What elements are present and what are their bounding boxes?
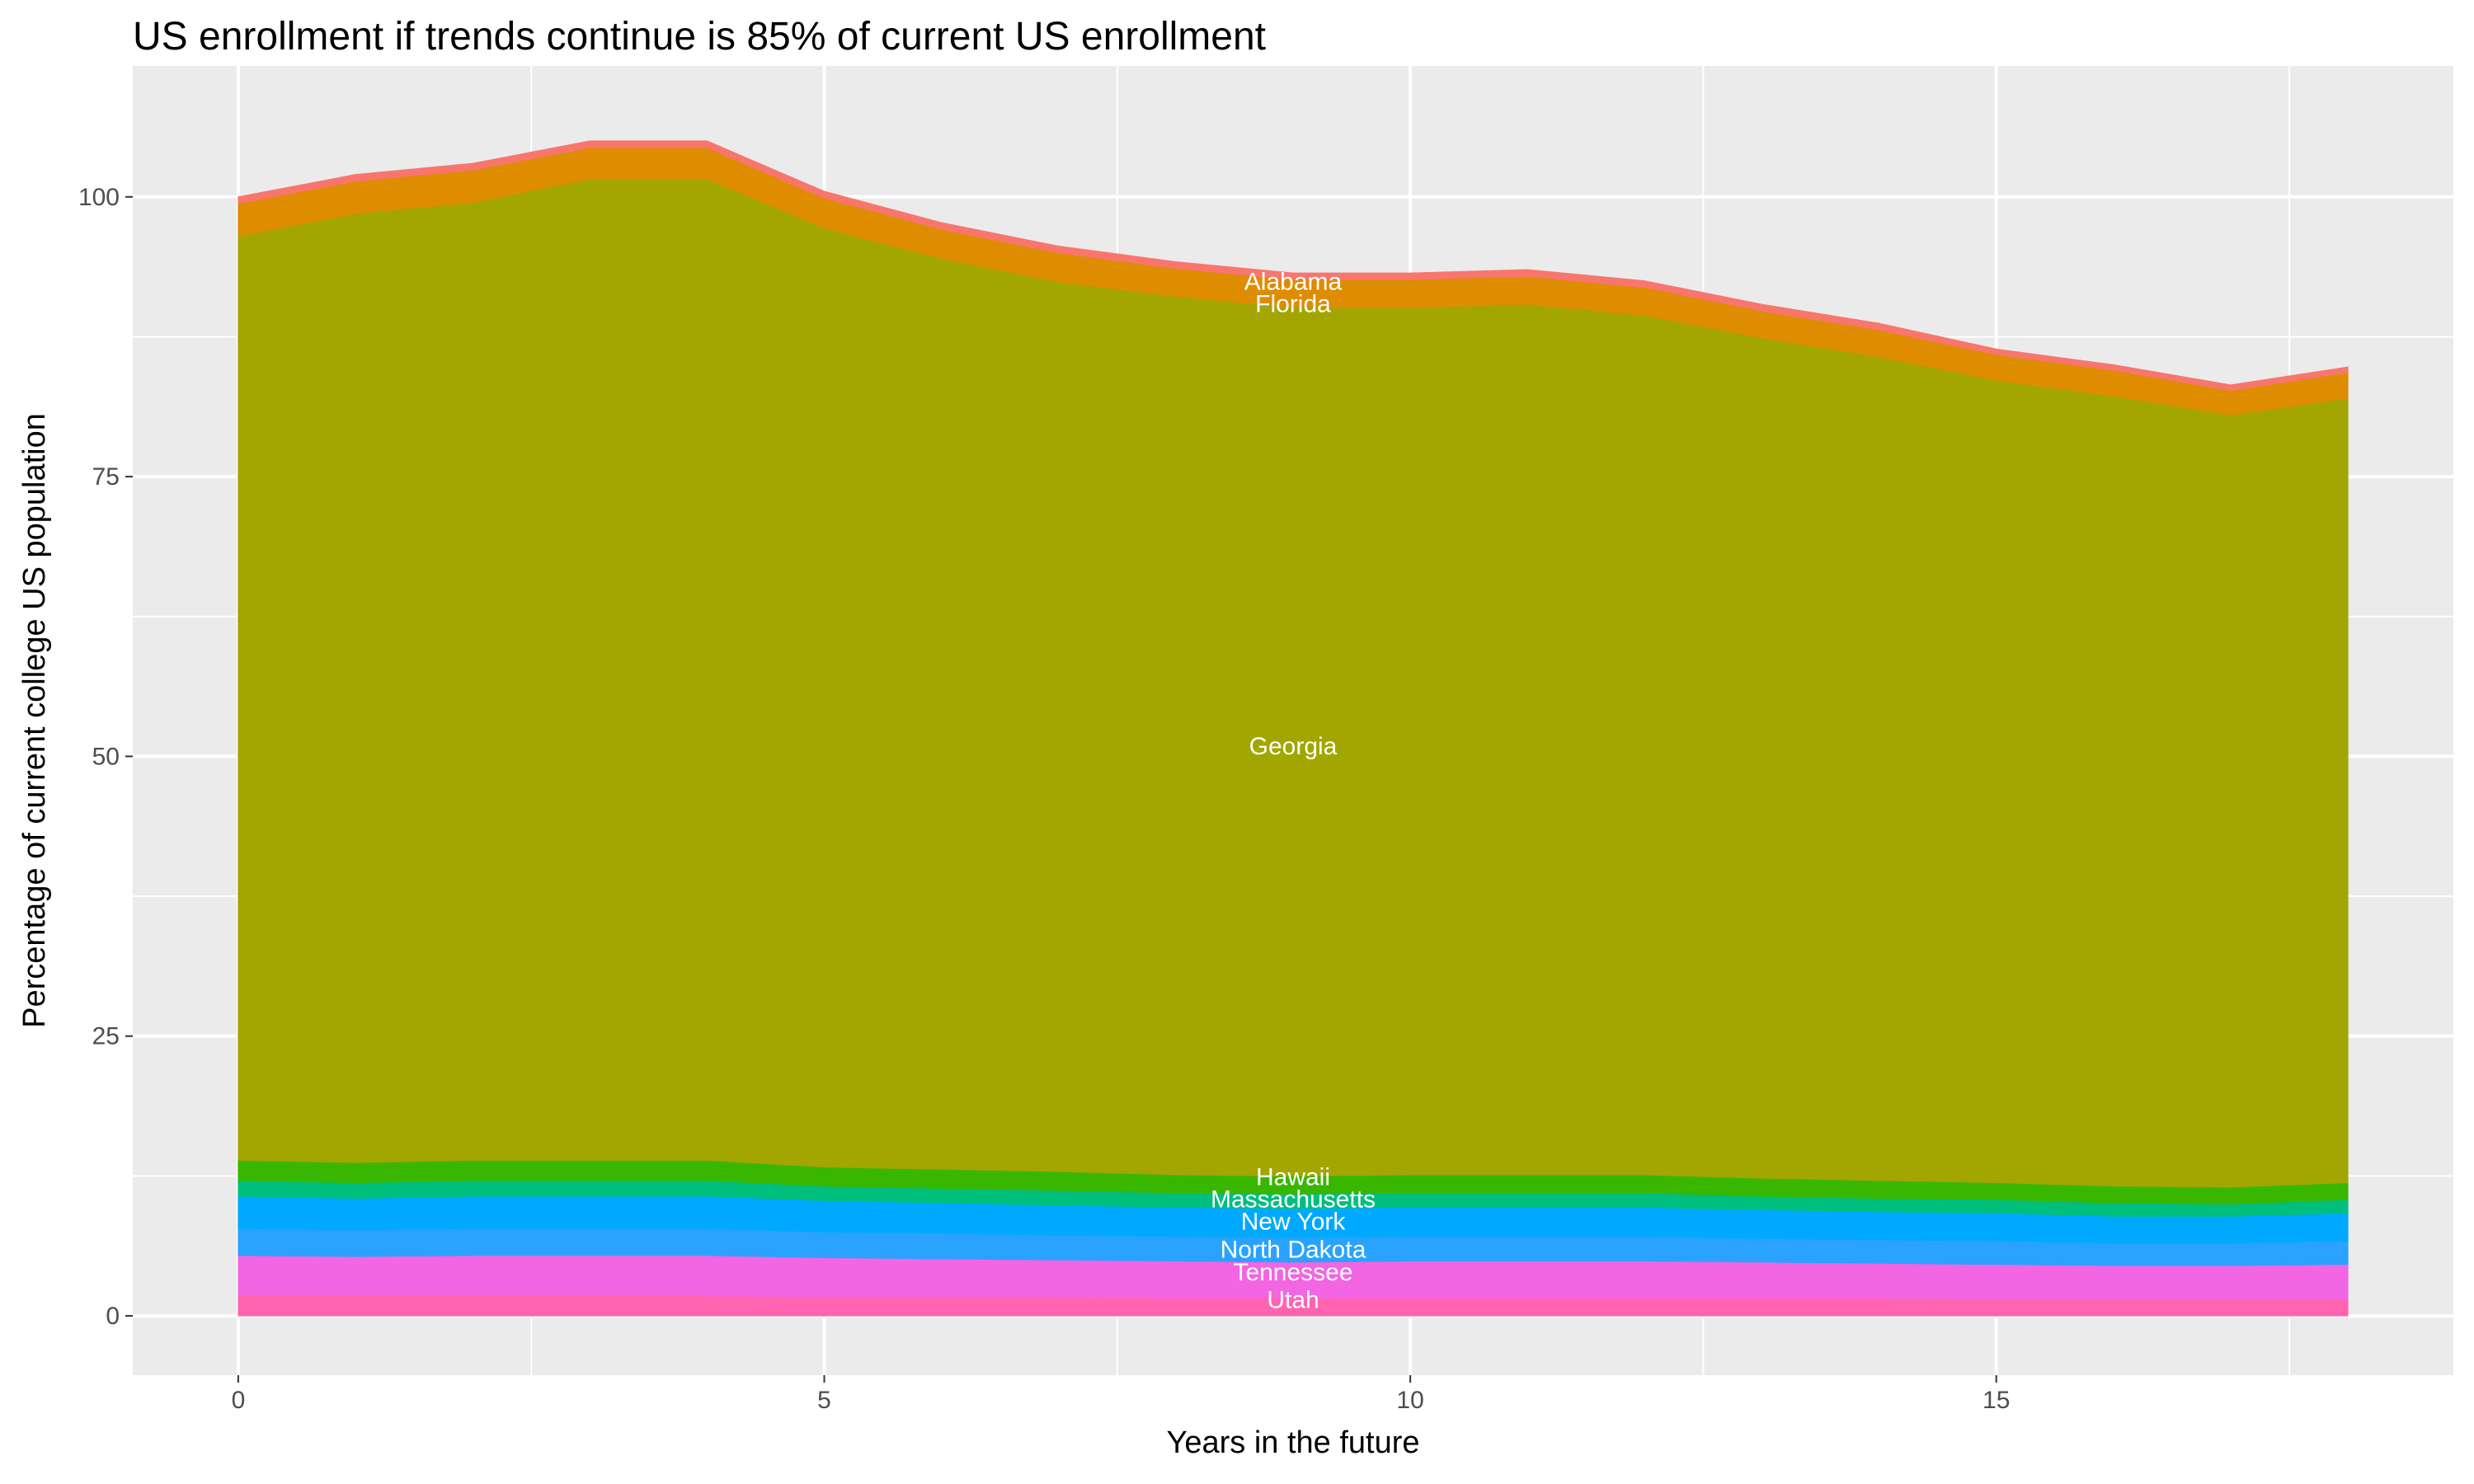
x-axis-title: Years in the future bbox=[1166, 1425, 1419, 1460]
chart-title: US enrollment if trends continue is 85% … bbox=[133, 15, 1266, 59]
x-tick-label: 5 bbox=[817, 1387, 831, 1414]
area-label: Georgia bbox=[1249, 733, 1338, 760]
y-axis-title: Percentage of current college US populat… bbox=[17, 413, 52, 1028]
x-axis-ticks: 0 5 10 15 bbox=[232, 1375, 2010, 1414]
area-alabama bbox=[238, 140, 2349, 392]
x-tick-label: 10 bbox=[1396, 1387, 1423, 1414]
area-label: Utah bbox=[1267, 1287, 1319, 1314]
area-label: Hawaii bbox=[1256, 1163, 1330, 1190]
y-tick-label: 50 bbox=[92, 743, 120, 770]
area-label: Tennessee bbox=[1233, 1259, 1352, 1286]
y-tick-label: 100 bbox=[78, 184, 120, 211]
area-label: Florida bbox=[1255, 291, 1331, 318]
area-label: Massachusetts bbox=[1211, 1186, 1376, 1214]
area-label: New York bbox=[1241, 1209, 1347, 1236]
y-tick-label: 0 bbox=[106, 1303, 120, 1330]
area-layers bbox=[238, 140, 2349, 1317]
area-label: North Dakota bbox=[1221, 1237, 1366, 1264]
x-tick-label: 15 bbox=[1982, 1387, 2010, 1414]
y-tick-label: 25 bbox=[92, 1023, 120, 1050]
area-label: Alabama bbox=[1244, 269, 1343, 296]
y-tick-label: 75 bbox=[92, 463, 120, 491]
y-axis-ticks: 0 25 50 75 100 bbox=[78, 184, 133, 1330]
x-tick-label: 0 bbox=[232, 1387, 246, 1414]
